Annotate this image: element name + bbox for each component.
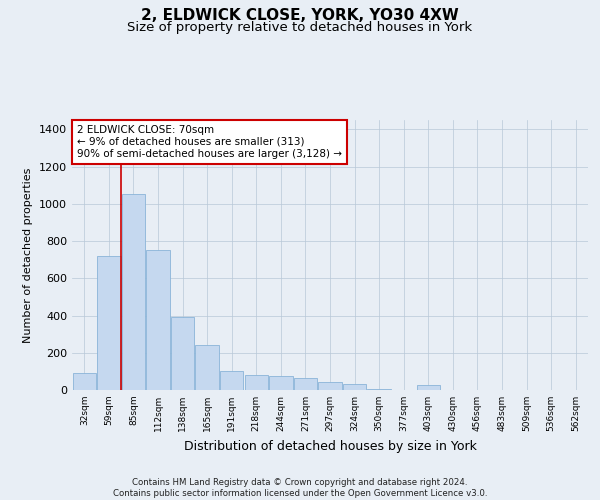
Text: Contains HM Land Registry data © Crown copyright and database right 2024.
Contai: Contains HM Land Registry data © Crown c…	[113, 478, 487, 498]
Y-axis label: Number of detached properties: Number of detached properties	[23, 168, 34, 342]
Text: Size of property relative to detached houses in York: Size of property relative to detached ho…	[127, 21, 473, 34]
Bar	[269, 376, 293, 390]
Text: 2 ELDWICK CLOSE: 70sqm
← 9% of detached houses are smaller (313)
90% of semi-det: 2 ELDWICK CLOSE: 70sqm ← 9% of detached …	[77, 126, 342, 158]
Bar	[171, 318, 194, 390]
Bar	[319, 382, 341, 390]
Bar	[343, 384, 366, 390]
Bar	[367, 389, 391, 390]
X-axis label: Distribution of detached houses by size in York: Distribution of detached houses by size …	[184, 440, 476, 452]
Bar	[196, 346, 219, 390]
Bar	[146, 250, 170, 390]
Bar	[97, 256, 121, 390]
Bar	[245, 375, 268, 390]
Bar	[122, 194, 145, 390]
Bar	[220, 372, 244, 390]
Bar	[73, 373, 96, 390]
Bar	[416, 386, 440, 390]
Bar	[294, 378, 317, 390]
Text: 2, ELDWICK CLOSE, YORK, YO30 4XW: 2, ELDWICK CLOSE, YORK, YO30 4XW	[141, 8, 459, 22]
